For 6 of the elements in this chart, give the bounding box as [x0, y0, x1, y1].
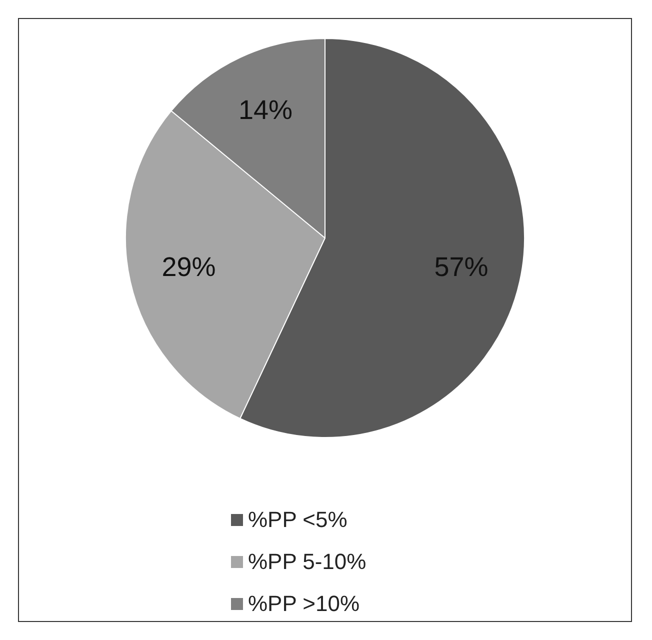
legend-label: %PP 5-10% [248, 549, 366, 575]
legend-label: %PP <5% [248, 507, 348, 533]
legend-label: %PP >10% [248, 591, 360, 617]
data-label: 29% [162, 252, 216, 282]
data-label: 14% [238, 95, 293, 126]
data-label: 57% [434, 252, 488, 282]
